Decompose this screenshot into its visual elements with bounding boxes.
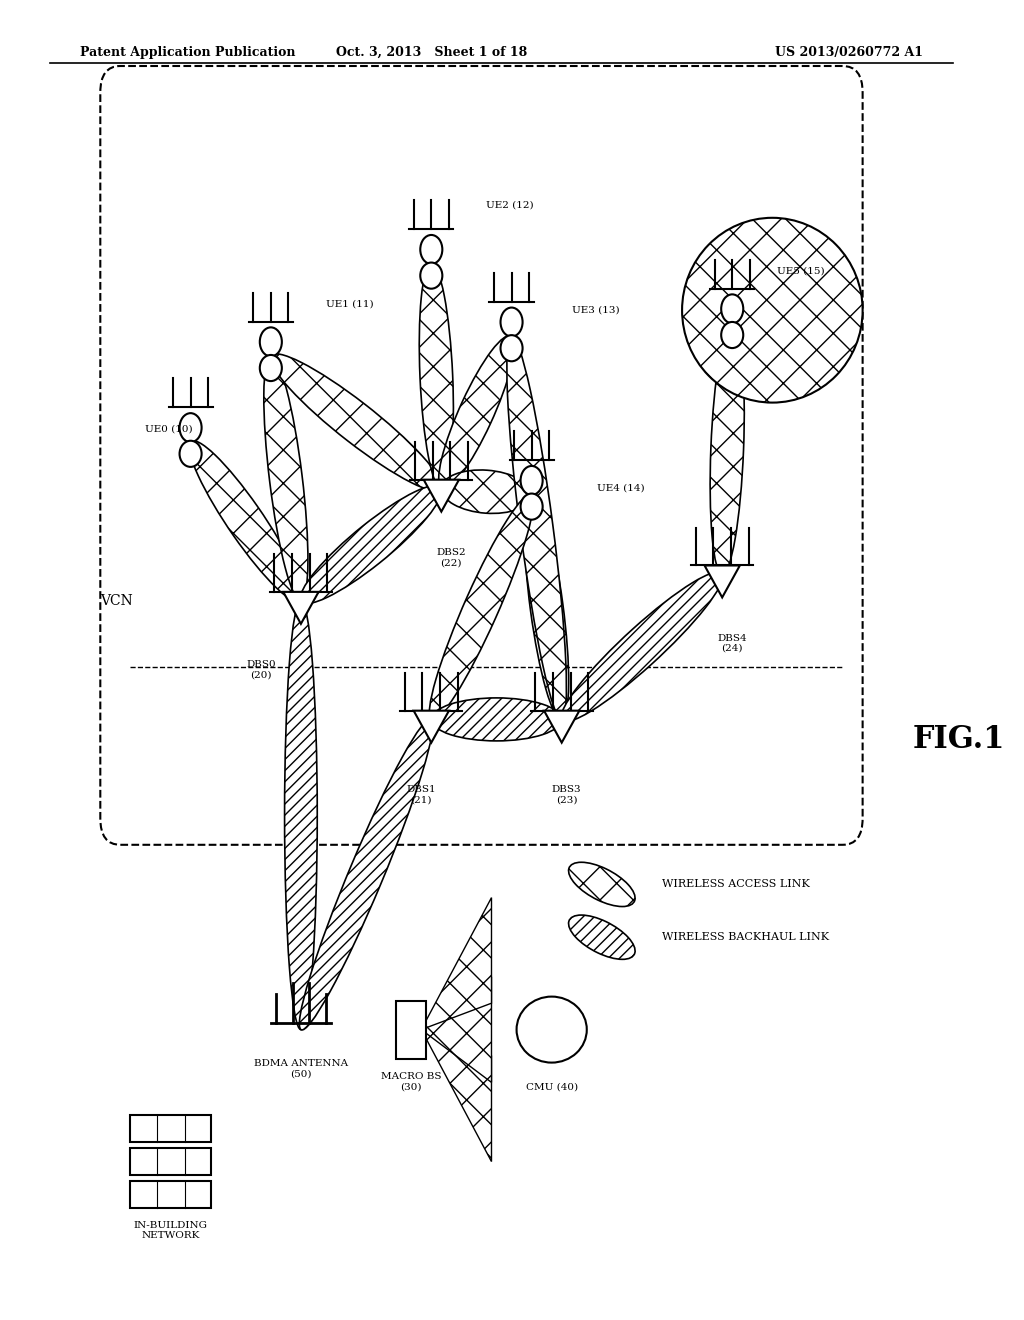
Ellipse shape [260, 355, 282, 381]
Text: WIRELESS ACCESS LINK: WIRELESS ACCESS LINK [662, 879, 810, 890]
Ellipse shape [189, 441, 302, 602]
Ellipse shape [501, 335, 522, 362]
Text: DBS1
(21): DBS1 (21) [407, 785, 436, 805]
Ellipse shape [264, 356, 308, 601]
Ellipse shape [568, 862, 635, 907]
Polygon shape [414, 710, 449, 743]
Ellipse shape [516, 997, 587, 1063]
Polygon shape [421, 1030, 492, 1162]
Ellipse shape [682, 218, 862, 403]
Ellipse shape [524, 495, 568, 719]
Text: BDMA ANTENNA
(50): BDMA ANTENNA (50) [254, 1059, 348, 1078]
Ellipse shape [721, 322, 743, 348]
Ellipse shape [285, 601, 317, 1030]
Ellipse shape [561, 572, 723, 722]
Ellipse shape [520, 494, 543, 520]
Polygon shape [284, 591, 318, 624]
Ellipse shape [507, 337, 566, 719]
Ellipse shape [179, 441, 202, 467]
Polygon shape [424, 479, 459, 512]
Text: FIG.1: FIG.1 [912, 723, 1006, 755]
Text: IN-BUILDING
NETWORK: IN-BUILDING NETWORK [133, 1221, 208, 1241]
Ellipse shape [270, 354, 441, 491]
Circle shape [179, 413, 202, 442]
Text: DBS4
(24): DBS4 (24) [718, 634, 748, 653]
Text: VCN: VCN [100, 594, 133, 607]
Text: Oct. 3, 2013   Sheet 1 of 18: Oct. 3, 2013 Sheet 1 of 18 [336, 46, 527, 59]
Text: UE4 (14): UE4 (14) [597, 484, 644, 492]
Ellipse shape [438, 335, 514, 490]
FancyBboxPatch shape [396, 1001, 426, 1059]
Ellipse shape [441, 470, 531, 513]
Circle shape [420, 235, 442, 264]
Ellipse shape [300, 486, 441, 603]
Polygon shape [705, 565, 740, 598]
Polygon shape [421, 898, 492, 1030]
Text: DBS2
(22): DBS2 (22) [436, 548, 466, 568]
FancyBboxPatch shape [130, 1181, 211, 1208]
Ellipse shape [431, 698, 562, 741]
Text: Patent Application Publication: Patent Application Publication [80, 46, 296, 59]
Ellipse shape [710, 323, 744, 574]
Ellipse shape [429, 495, 534, 719]
Text: UE2 (12): UE2 (12) [486, 201, 535, 209]
Text: DBS0
(20): DBS0 (20) [246, 660, 275, 680]
Circle shape [520, 466, 543, 495]
Circle shape [501, 308, 522, 337]
Text: UE1 (11): UE1 (11) [326, 300, 374, 308]
Text: UE3 (13): UE3 (13) [571, 306, 620, 314]
Ellipse shape [299, 719, 433, 1030]
Circle shape [721, 294, 743, 323]
Text: CMU (40): CMU (40) [525, 1082, 578, 1092]
FancyBboxPatch shape [130, 1115, 211, 1142]
Ellipse shape [419, 264, 454, 488]
Text: MACRO BS
(30): MACRO BS (30) [381, 1072, 441, 1092]
Text: DBS3
(23): DBS3 (23) [552, 785, 582, 805]
Ellipse shape [568, 915, 635, 960]
Text: US 2013/0260772 A1: US 2013/0260772 A1 [775, 46, 923, 59]
Text: UE5 (15): UE5 (15) [777, 267, 825, 275]
Circle shape [260, 327, 282, 356]
Ellipse shape [420, 263, 442, 289]
FancyBboxPatch shape [130, 1148, 211, 1175]
Polygon shape [544, 710, 580, 743]
Text: UE0 (10): UE0 (10) [145, 425, 194, 433]
Polygon shape [421, 977, 492, 1082]
Text: WIRELESS BACKHAUL LINK: WIRELESS BACKHAUL LINK [662, 932, 829, 942]
